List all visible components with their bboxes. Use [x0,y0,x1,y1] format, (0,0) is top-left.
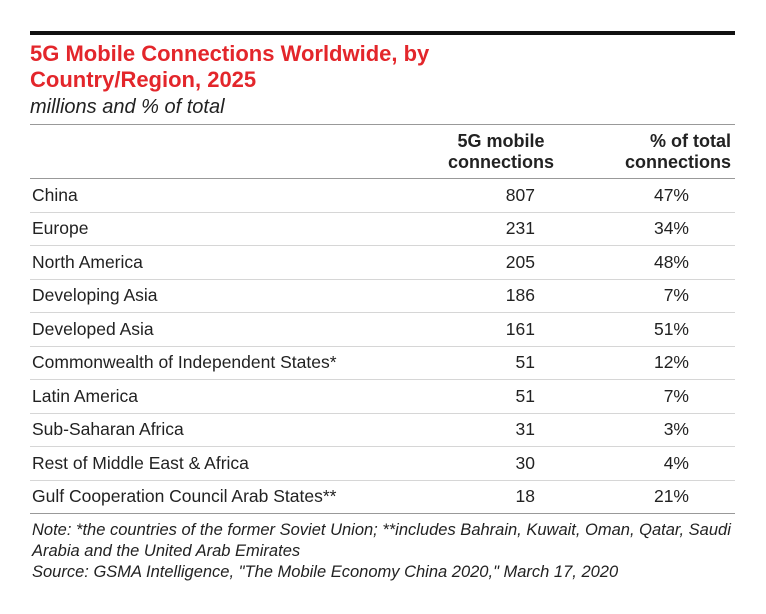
table-row: China 807 47% [30,178,735,213]
share-cell: 51% [581,312,735,347]
connections-cell: 18 [421,480,581,514]
share-cell: 47% [581,178,735,213]
table-row: Europe 231 34% [30,212,735,246]
subtitle: millions and % of total [30,95,735,125]
row-label: Sub-Saharan Africa [30,413,421,447]
table-row: Developing Asia 186 7% [30,279,735,313]
connections-cell: 186 [421,279,581,313]
table-row: Latin America 51 7% [30,379,735,414]
row-label: China [30,178,421,213]
column-header: 5G mobile connections [421,125,581,179]
row-label: Commonwealth of Independent States* [30,346,421,380]
table-row: Rest of Middle East & Africa 30 4% [30,446,735,481]
connections-cell: 205 [421,245,581,280]
source: Source: GSMA Intelligence, "The Mobile E… [32,563,619,581]
table-row: North America 205 48% [30,245,735,280]
connections-cell: 30 [421,446,581,481]
row-label: Gulf Cooperation Council Arab States** [30,480,421,514]
table-card: 5G Mobile Connections Worldwide, by Coun… [30,31,735,583]
share-cell: 3% [581,413,735,447]
row-label: Developing Asia [30,279,421,313]
share-cell: 12% [581,346,735,380]
row-label: Latin America [30,379,421,414]
share-cell: 21% [581,480,735,514]
share-cell: 7% [581,279,735,313]
table-row: Commonwealth of Independent States* 51 12% [30,346,735,380]
table-row: Gulf Cooperation Council Arab States** 18… [30,480,735,514]
title: 5G Mobile Connections Worldwide, by Coun… [30,41,430,92]
column-header: % of total connections [581,125,735,179]
connections-cell: 51 [421,379,581,414]
connections-cell: 231 [421,212,581,246]
row-label: Rest of Middle East & Africa [30,446,421,481]
data-table: 5G mobile connections % of total connect… [30,125,735,514]
blank-header [30,125,421,179]
header-row: 5G mobile connections % of total connect… [30,125,735,179]
row-label: North America [30,245,421,280]
share-cell: 48% [581,245,735,280]
share-cell: 4% [581,446,735,481]
note: Note: *the countries of the former Sovie… [32,521,731,560]
connections-cell: 51 [421,346,581,380]
connections-cell: 31 [421,413,581,447]
row-label: Europe [30,212,421,246]
connections-cell: 807 [421,178,581,213]
table-row: Developed Asia 161 51% [30,312,735,347]
table-body: China 807 47% Europe 231 34% North America 205 4… [30,178,735,514]
share-cell: 34% [581,212,735,246]
connections-cell: 161 [421,312,581,347]
share-cell: 7% [581,379,735,414]
row-label: Developed Asia [30,312,421,347]
table-row: Sub-Saharan Africa 31 3% [30,413,735,447]
